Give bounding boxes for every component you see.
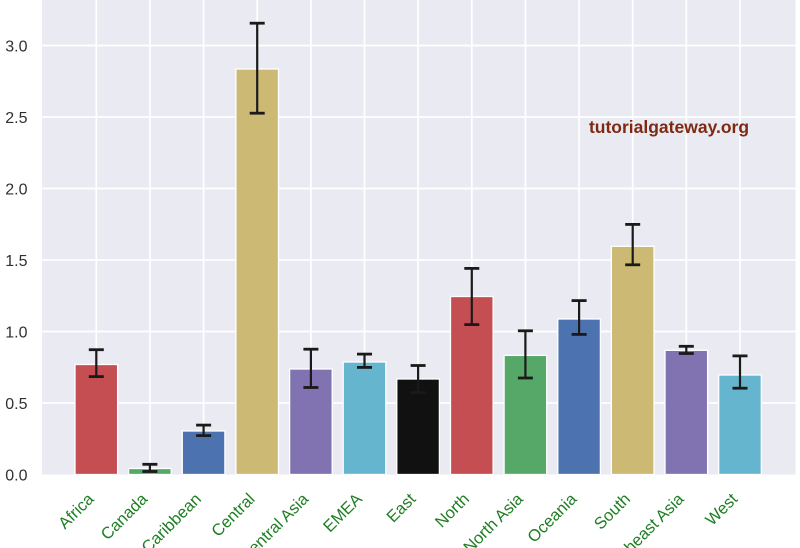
svg-text:2.0: 2.0 xyxy=(5,181,27,198)
svg-text:East: East xyxy=(383,490,419,526)
svg-text:3.0: 3.0 xyxy=(5,38,27,55)
svg-text:2.5: 2.5 xyxy=(5,110,27,127)
svg-text:0.5: 0.5 xyxy=(5,396,27,413)
svg-text:tutorialgateway.org: tutorialgateway.org xyxy=(589,117,749,137)
svg-text:North: North xyxy=(432,490,473,531)
svg-text:South: South xyxy=(591,490,634,533)
svg-text:EMEA: EMEA xyxy=(320,490,366,536)
svg-text:1.5: 1.5 xyxy=(5,253,27,270)
svg-text:0.0: 0.0 xyxy=(5,467,27,484)
svg-text:West: West xyxy=(702,490,741,529)
svg-text:North Asia: North Asia xyxy=(460,490,527,548)
svg-text:Africa: Africa xyxy=(55,490,98,533)
svg-text:Oceania: Oceania xyxy=(524,490,581,547)
svg-text:Canada: Canada xyxy=(98,490,152,544)
svg-text:Central: Central xyxy=(208,490,258,540)
svg-text:Caribbean: Caribbean xyxy=(138,490,205,548)
svg-text:1.0: 1.0 xyxy=(5,324,27,341)
